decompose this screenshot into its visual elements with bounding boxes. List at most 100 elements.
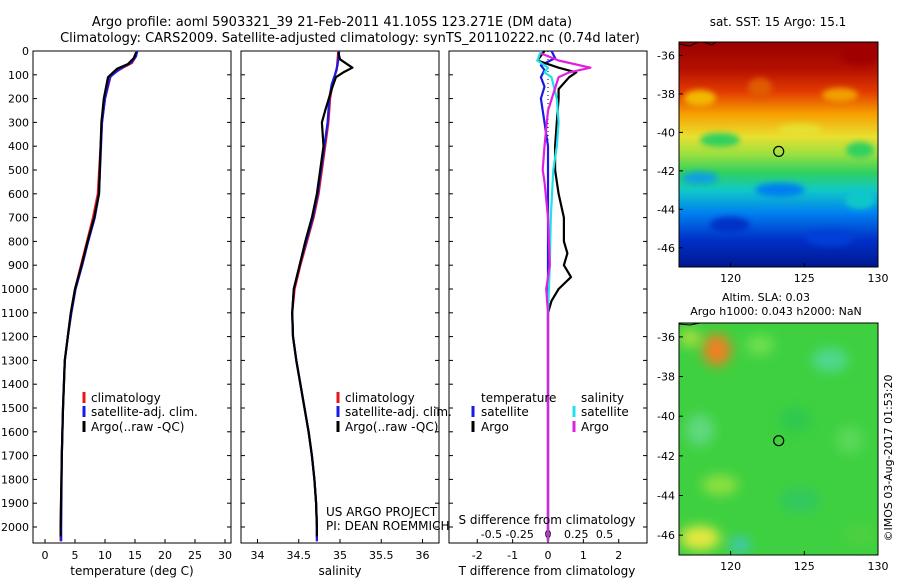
- y-tick-label: 100: [8, 69, 29, 82]
- series-line: [291, 50, 340, 542]
- temperature-panel-frame: [32, 50, 232, 544]
- x-tick-label: 34: [251, 549, 265, 562]
- legend-title-salinity: salinity: [581, 391, 624, 405]
- figure-title-line1: Argo profile: aoml 5903321_39 21-Feb-201…: [92, 15, 572, 30]
- legend-label-argo: Argo(..raw -QC): [345, 420, 438, 434]
- imos-credit: ©IMOS 03-Aug-2017 01:53:20: [882, 375, 895, 542]
- x-tick-label: 2: [615, 549, 622, 562]
- y-tick-label: 1700: [1, 450, 29, 463]
- x-tick-label: 35.5: [369, 549, 394, 562]
- sst-map: [679, 42, 878, 267]
- sla-coastline: [679, 323, 701, 326]
- legend-label-s-argo: Argo: [581, 420, 609, 434]
- y-tick-label: 300: [8, 116, 29, 129]
- x-tick-label: 15: [128, 549, 142, 562]
- sst-coastline: [679, 42, 717, 47]
- series-line: [59, 51, 138, 537]
- map-x-tick-label: 120: [720, 560, 741, 573]
- y-tick-label: 600: [8, 188, 29, 201]
- y-tick-label: 1800: [1, 473, 29, 486]
- y-tick-label: 1300: [1, 354, 29, 367]
- top-tick-label: 0.25: [564, 528, 589, 541]
- map-y-tick-label: -36: [657, 49, 675, 62]
- legend-label-s-satellite: satellite: [581, 405, 629, 419]
- y-tick-label: 1100: [1, 307, 29, 320]
- map-y-tick-label: -46: [657, 529, 675, 542]
- map-x-tick-label: 125: [794, 560, 815, 573]
- legend-label-climatology: climatology: [345, 391, 415, 405]
- x-tick-label: 20: [158, 549, 172, 562]
- legend-label-argo: Argo(..raw -QC): [91, 420, 184, 434]
- x-tick-label: 5: [72, 549, 79, 562]
- sla-map-title-line2: Argo h1000: 0.043 h2000: NaN: [690, 305, 862, 318]
- sla-texture: [680, 330, 876, 553]
- y-tick-label: 0: [22, 45, 29, 58]
- legend-label-t-argo: Argo: [481, 420, 509, 434]
- legend-label-satellite: satellite-adj. clim.: [345, 405, 452, 419]
- credit-pi: PI: DEAN ROEMMICH: [326, 519, 449, 533]
- map-y-tick-label: -40: [657, 410, 675, 423]
- series-line: [540, 52, 592, 542]
- temperature-plot: 0100200300400500600700800900100011001200…: [1, 45, 232, 562]
- top-tick-label: -0.25: [505, 528, 533, 541]
- map-y-tick-label: -46: [657, 242, 675, 255]
- x-tick-label: 10: [98, 549, 112, 562]
- salinity-plot: 34 34.5 35 35.5 36: [241, 50, 439, 562]
- y-tick-label: 1500: [1, 402, 29, 415]
- sst-argo-marker: [773, 145, 785, 157]
- map-x-tick-label: 120: [720, 272, 741, 285]
- legend-title-temperature: temperature: [481, 391, 556, 405]
- map-y-tick-label: -38: [657, 371, 675, 384]
- y-tick-label: 1400: [1, 378, 29, 391]
- sst-map-frame: [678, 41, 879, 268]
- sst-texture: [682, 45, 878, 246]
- sla-argo-marker: [773, 435, 785, 447]
- y-tick-label: 800: [8, 235, 29, 248]
- y-tick-label: 500: [8, 164, 29, 177]
- difference-xlabel: T difference from climatology: [458, 564, 636, 578]
- salinity-legend: climatology satellite-adj. clim. Argo(..…: [336, 391, 452, 434]
- credit-project: US ARGO PROJECT: [326, 505, 438, 519]
- salinity-xlabel: salinity: [318, 564, 361, 578]
- difference-top-label: S difference from climatology: [459, 513, 636, 527]
- map-x-tick-label: 130: [868, 272, 889, 285]
- top-tick-label: 0.5: [596, 528, 614, 541]
- y-tick-label: 1200: [1, 331, 29, 344]
- legend-label-t-satellite: satellite: [481, 405, 529, 419]
- sst-map-title: sat. SST: 15 Argo: 15.1: [710, 15, 847, 29]
- y-tick-label: 900: [8, 259, 29, 272]
- x-tick-label: 0: [42, 549, 49, 562]
- series-line: [291, 50, 341, 542]
- y-tick-label: 1600: [1, 426, 29, 439]
- x-tick-label: -1: [507, 549, 518, 562]
- series-line: [536, 50, 578, 542]
- top-tick-label: -0.5: [481, 528, 502, 541]
- temperature-xlabel: temperature (deg C): [70, 564, 193, 578]
- series-line: [291, 51, 354, 537]
- x-tick-label: 35: [333, 549, 347, 562]
- x-tick-label: 34.5: [287, 549, 312, 562]
- y-tick-label: 1000: [1, 283, 29, 296]
- sst-map-ticks: 120 125 130 -36 -38 -40 -42 -44 -46: [657, 49, 888, 285]
- map-x-tick-label: 130: [868, 560, 889, 573]
- map-y-tick-label: -44: [657, 203, 675, 216]
- y-tick-label: 200: [8, 93, 29, 106]
- figure-title-line2: Climatology: CARS2009. Satellite-adjuste…: [60, 31, 640, 46]
- difference-plot: -2 -1 0 1 2-0.5 -0.25 0 0.25 0.5: [449, 50, 647, 562]
- temperature-legend: climatology satellite-adj. clim. Argo(..…: [82, 391, 198, 434]
- y-tick-label: 400: [8, 140, 29, 153]
- y-tick-label: 2000: [1, 521, 29, 534]
- salinity-panel-frame: [240, 50, 440, 544]
- map-y-tick-label: -36: [657, 331, 675, 344]
- x-tick-label: 0: [545, 549, 552, 562]
- sst-gradient-field: [679, 42, 878, 267]
- y-tick-label: 1900: [1, 497, 29, 510]
- map-y-tick-label: -38: [657, 88, 675, 101]
- legend-label-satellite: satellite-adj. clim.: [91, 405, 198, 419]
- sla-map-frame: [678, 322, 879, 556]
- difference-legend: temperature salinity satellite Argo sate…: [471, 391, 629, 434]
- legend-label-climatology: climatology: [91, 391, 161, 405]
- sla-map: [679, 323, 878, 555]
- map-y-tick-label: -40: [657, 126, 675, 139]
